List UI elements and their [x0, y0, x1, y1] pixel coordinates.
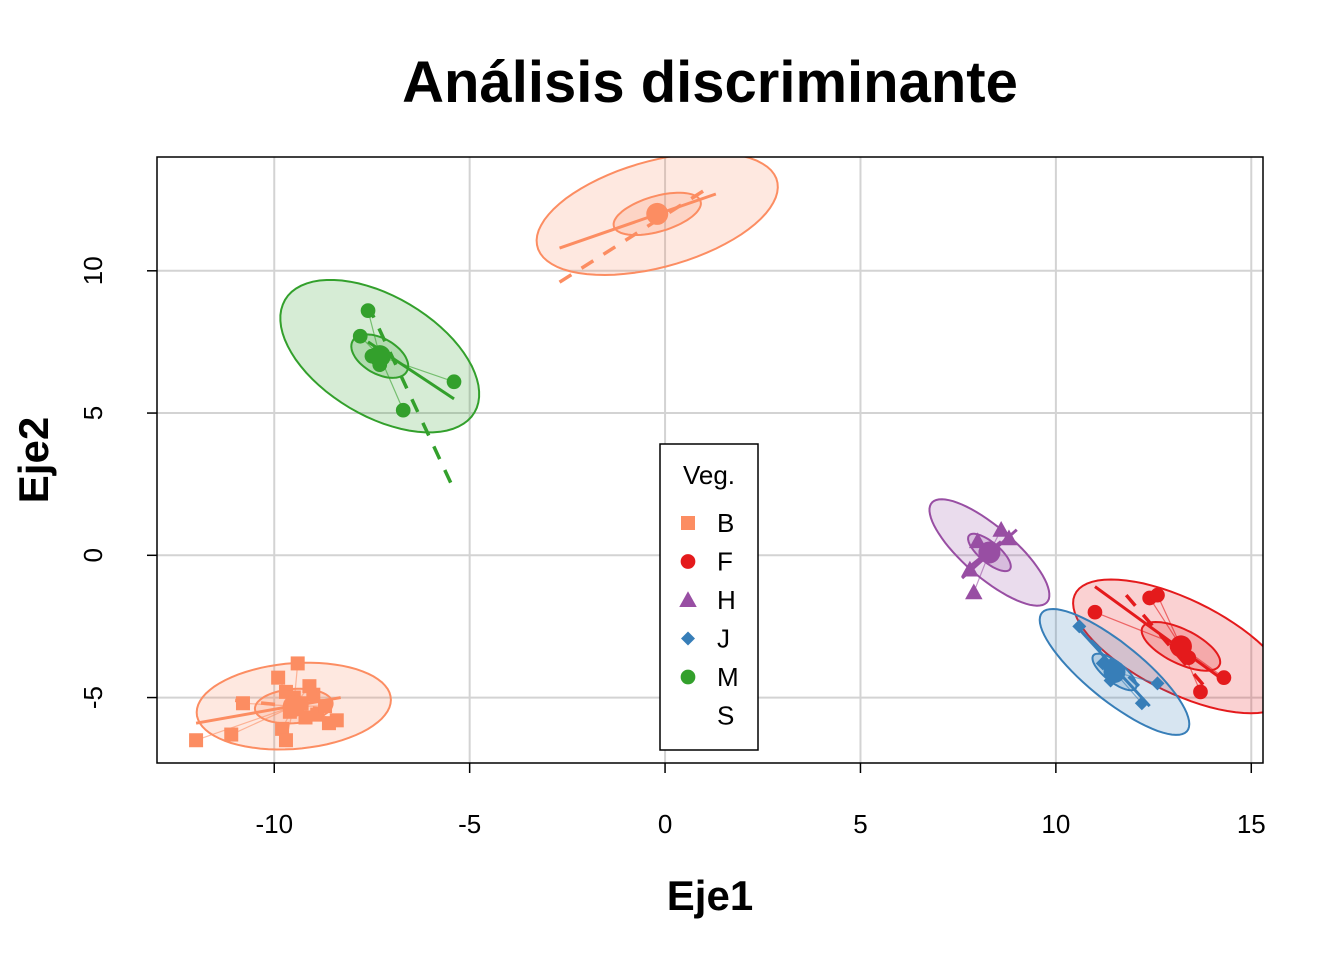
regression-line	[1094, 585, 1221, 679]
spoke-line	[195, 705, 294, 741]
data-point	[278, 733, 293, 748]
data-point	[318, 699, 333, 714]
y-axis-label: Eje2	[10, 417, 57, 503]
x-tick-label: -5	[458, 809, 481, 839]
chart-title: Análisis discriminante	[402, 50, 1018, 115]
data-point	[302, 679, 317, 694]
data-point	[446, 374, 462, 390]
legend-label: J	[717, 624, 730, 654]
data-point	[1216, 670, 1232, 685]
centroid-point	[1169, 635, 1192, 658]
y-tick-label: -5	[78, 686, 108, 709]
data-point	[352, 328, 368, 344]
data-point	[189, 733, 204, 748]
dashed-axis-line	[968, 534, 1011, 569]
data-point	[1134, 696, 1149, 711]
legend-box	[659, 443, 759, 751]
series-group	[1072, 578, 1263, 715]
spoke-line	[1094, 611, 1182, 647]
confidence-ellipse	[1072, 578, 1263, 715]
legend-label: F	[717, 547, 733, 577]
data-point	[290, 656, 305, 671]
x-tick-label: 15	[1237, 809, 1266, 839]
data-point	[395, 402, 411, 418]
data-point	[224, 727, 239, 742]
legend-marker	[680, 669, 696, 685]
plot-frame	[156, 156, 1264, 764]
data-point	[360, 303, 376, 318]
data-point	[968, 532, 987, 549]
centroid-point	[978, 541, 1001, 564]
data-point	[961, 560, 979, 577]
centroid-point	[368, 345, 391, 368]
legend-title: Veg.	[683, 460, 735, 490]
legend-marker	[681, 516, 695, 530]
x-tick-label: 5	[853, 809, 867, 839]
centroid-point	[1103, 660, 1126, 683]
series-group	[535, 157, 779, 284]
x-tick-label: -10	[255, 809, 293, 839]
data-point	[965, 583, 983, 600]
legend-marker	[679, 591, 697, 607]
regression-line	[559, 192, 717, 250]
centroid-point	[282, 695, 305, 718]
series-group	[279, 279, 481, 491]
series-layer	[189, 157, 1263, 751]
data-point	[1150, 587, 1165, 603]
legend-label: M	[717, 662, 739, 692]
y-tick-label: 0	[78, 548, 108, 562]
legend-label: H	[717, 585, 736, 615]
data-point	[1000, 529, 1018, 546]
series-group	[189, 656, 392, 751]
y-tick-label: 10	[78, 256, 108, 285]
x-tick-label: 0	[658, 809, 672, 839]
legend-marker	[680, 554, 696, 569]
x-axis-label: Eje1	[667, 872, 753, 919]
centroid-point	[646, 202, 669, 225]
legend-marker	[681, 631, 695, 646]
series-group	[928, 498, 1051, 607]
legend-label: S	[717, 701, 734, 731]
data-point	[321, 716, 336, 731]
plot-area: -10 -5 0 5 10 15 -5 0 5 10	[78, 156, 1266, 839]
x-tick-label: 10	[1041, 809, 1070, 839]
data-point	[275, 721, 290, 736]
dashed-axis-line	[558, 183, 713, 284]
y-tick-label: 5	[78, 406, 108, 420]
data-point	[1072, 619, 1087, 634]
series-group	[1038, 607, 1191, 736]
data-point	[1193, 684, 1208, 700]
legend-label: B	[717, 508, 734, 538]
data-point	[235, 696, 250, 711]
data-point	[1087, 604, 1103, 620]
data-point	[1150, 676, 1165, 691]
data-point	[298, 710, 313, 725]
regression-line	[195, 696, 341, 725]
data-point	[992, 520, 1010, 537]
dashed-axis-line	[366, 304, 456, 491]
data-point	[271, 670, 286, 685]
spoke-line	[379, 355, 455, 383]
